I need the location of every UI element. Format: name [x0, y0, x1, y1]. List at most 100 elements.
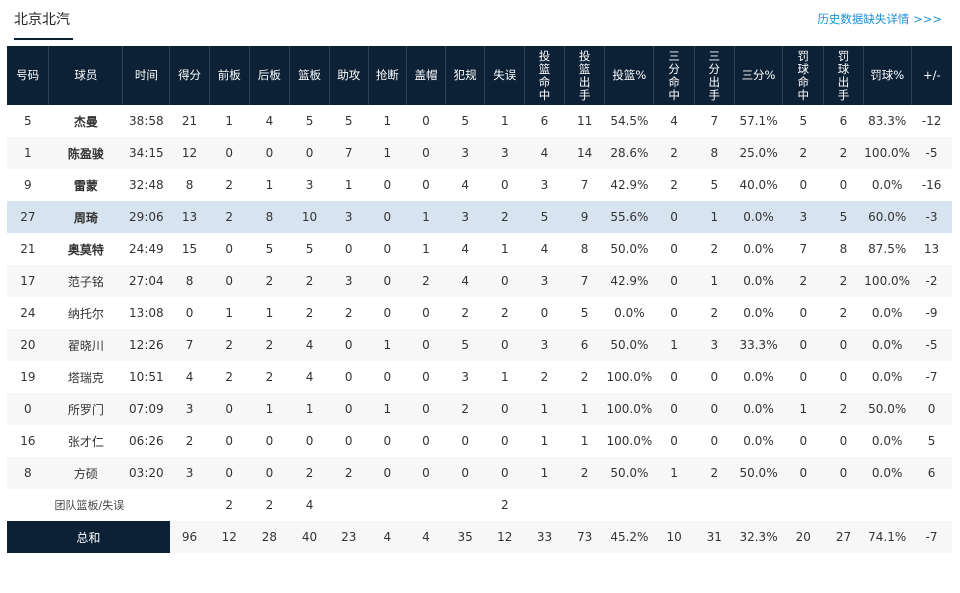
cell-ftp: 0.0%: [871, 370, 903, 384]
cell-fta: 5: [823, 201, 864, 233]
cell-pf: 5: [461, 114, 469, 128]
cell-fgp: 42.9%: [604, 265, 654, 297]
cell-time: 13:08: [129, 306, 164, 320]
total-dreb: 28: [249, 521, 290, 553]
cell-stl: 0: [368, 457, 407, 489]
player-name-link[interactable]: 翟晓川: [48, 329, 123, 361]
cell-tpm: 0: [670, 370, 678, 384]
player-name-link[interactable]: 纳托尔: [67, 306, 104, 321]
total-blk: 4: [406, 521, 446, 553]
cell-fgp: 28.6%: [604, 137, 654, 169]
cell-stl: 0: [383, 242, 392, 256]
cell-fta: 0: [823, 329, 864, 361]
cell-ftm: 0: [799, 178, 808, 192]
cell-pts: 21: [181, 114, 198, 128]
header-fgm: 投篮命中: [524, 46, 565, 105]
cell-reb: 2: [289, 457, 330, 489]
cell-tpp: 0.0%: [743, 434, 774, 448]
player-name-link[interactable]: 塔瑞克: [67, 370, 104, 385]
cell-tpm: 0: [653, 393, 695, 425]
cell-tov: 0: [500, 178, 509, 192]
player-row: 21 奥莫特 24:49 15 0 5 5 0 0 1 4 1 4 8 50.0% 0 2 0.0% 7 8 87.5%…: [7, 233, 952, 265]
player-name-link[interactable]: 雷蒙: [73, 178, 98, 193]
cell-time: 29:06: [122, 201, 170, 233]
cell-fgm: 1: [540, 434, 549, 448]
header-tpp: 三分%: [734, 46, 784, 105]
player-name-link[interactable]: 周琦: [48, 201, 123, 233]
cell-oreb: 2: [225, 178, 234, 192]
player-row: 1 陈盈骏 34:15 12 0 0 0 7 1 0 3 3 4 14 28.6% 2 8 25.0% 2 2 100.…: [7, 137, 952, 169]
cell-dreb: 0: [249, 137, 290, 169]
header-oreb: 前板: [209, 46, 250, 105]
player-name-link[interactable]: 范子铭: [48, 265, 123, 297]
player-name-link[interactable]: 方硕: [48, 457, 123, 489]
cell-fta: 6: [839, 114, 848, 128]
player-name-link[interactable]: 陈盈骏: [48, 137, 123, 169]
cell-tpm: 1: [653, 457, 695, 489]
cell-reb: 5: [305, 114, 314, 128]
cell-fgm: 2: [540, 370, 549, 384]
cell-pts: 2: [185, 434, 194, 448]
cell-fgp: 54.5%: [610, 114, 649, 128]
cell-fga: 2: [580, 370, 589, 384]
total-ftp: 74.1%: [863, 521, 912, 553]
cell-dreb: 2: [249, 265, 290, 297]
total-fta: 27: [823, 521, 864, 553]
player-name-link[interactable]: 所罗门: [48, 393, 123, 425]
cell-time: 32:48: [129, 178, 164, 192]
cell-dreb: 5: [265, 242, 274, 256]
cell-pts: 4: [185, 370, 194, 384]
player-name-link[interactable]: 杰曼: [73, 114, 98, 129]
cell-fgm: 5: [524, 201, 565, 233]
cell-blk: 0: [422, 434, 430, 448]
team-tab-beijing[interactable]: 北京北汽: [14, 10, 73, 40]
cell-stl: 0: [383, 178, 392, 192]
header-fgp: 投篮%: [604, 46, 655, 105]
cell-fgm: 4: [540, 242, 549, 256]
history-missing-data-link[interactable]: 历史数据缺失详情 >>>: [817, 12, 942, 26]
cell-num: 0: [7, 393, 49, 425]
header-pf: 犯规: [445, 46, 486, 105]
header-player: 球员: [48, 46, 124, 105]
cell-ftm: 1: [782, 393, 824, 425]
cell-dreb: 8: [249, 201, 290, 233]
cell-ftp: 0.0%: [871, 178, 903, 192]
cell-pm: -12: [921, 114, 942, 128]
total-tpm: 10: [653, 521, 695, 553]
cell-reb: 3: [305, 178, 314, 192]
cell-fga: 7: [580, 178, 589, 192]
cell-oreb: 2: [209, 201, 250, 233]
cell-ftm: 2: [782, 137, 824, 169]
player-name-link[interactable]: 张才仁: [67, 434, 104, 449]
cell-fta: 0: [839, 434, 848, 448]
cell-blk: 0: [422, 178, 430, 192]
cell-reb: 0: [305, 434, 314, 448]
cell-reb: 5: [305, 242, 314, 256]
player-row: 9 雷蒙 32:48 8 2 1 3 1 0 0 4 0 3 7 42.9% 2 5 40.0% 0 0 0.0% -16: [7, 169, 952, 201]
cell-reb: 10: [289, 201, 330, 233]
cell-dreb: 2: [249, 329, 290, 361]
cell-dreb: 0: [249, 457, 290, 489]
cell-oreb: 0: [209, 137, 250, 169]
cell-fga: 2: [564, 457, 605, 489]
cell-fta: 0: [839, 178, 848, 192]
cell-reb: 4: [289, 329, 330, 361]
cell-pf: 0: [445, 457, 485, 489]
cell-stl: 0: [383, 370, 392, 384]
cell-reb: 2: [305, 306, 314, 320]
cell-blk: 1: [422, 242, 430, 256]
totals-label: 总和: [7, 521, 170, 553]
cell-ftp: 83.3%: [868, 114, 907, 128]
cell-tov: 2: [484, 201, 525, 233]
cell-oreb: 0: [209, 265, 250, 297]
cell-pf: 4: [461, 178, 469, 192]
header-time: 时间: [122, 46, 171, 105]
cell-tpp: 50.0%: [734, 457, 783, 489]
cell-pf: 2: [445, 393, 485, 425]
cell-pm: -16: [921, 178, 942, 192]
player-name-link[interactable]: 奥莫特: [67, 242, 104, 257]
cell-reb: 0: [289, 137, 330, 169]
cell-dreb: 2: [249, 489, 290, 521]
cell-dreb: 1: [265, 178, 274, 192]
cell-tpm: 2: [653, 137, 695, 169]
